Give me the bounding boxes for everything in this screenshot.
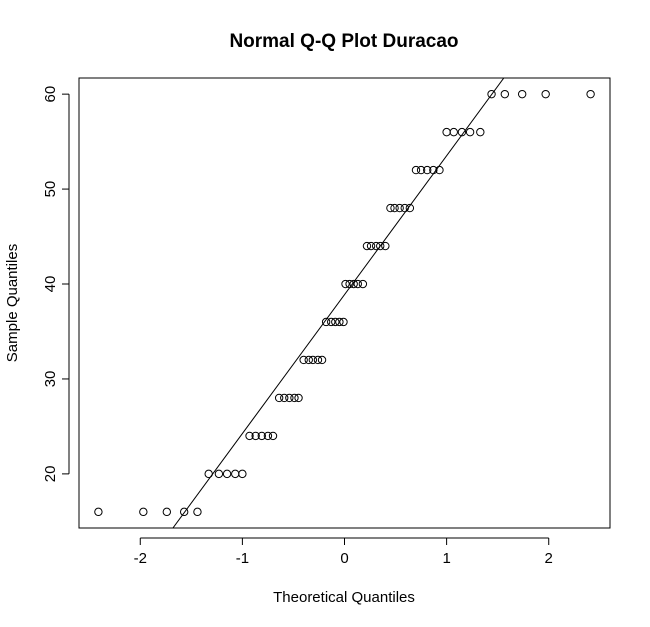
data-point bbox=[268, 431, 278, 441]
data-point bbox=[193, 507, 202, 517]
data-point bbox=[349, 279, 358, 289]
y-tick-label: 50 bbox=[42, 181, 59, 198]
data-point bbox=[214, 469, 224, 479]
data-point bbox=[139, 507, 148, 517]
data-point bbox=[280, 393, 289, 403]
data-point bbox=[335, 317, 344, 327]
y-tick-label: 60 bbox=[42, 86, 59, 103]
data-point bbox=[400, 203, 409, 213]
data-point bbox=[416, 165, 426, 175]
data-point bbox=[327, 317, 336, 327]
data-point bbox=[308, 355, 318, 365]
data-point bbox=[204, 469, 213, 479]
data-point bbox=[487, 89, 496, 99]
chart-title: Normal Q-Q Plot Duracao bbox=[229, 31, 458, 52]
x-axis: -2 -1 0 1 2 bbox=[134, 537, 553, 567]
data-point bbox=[442, 127, 451, 137]
y-axis-label: Sample Quantiles bbox=[4, 244, 21, 362]
data-point bbox=[222, 469, 232, 479]
data-point bbox=[390, 203, 399, 213]
data-point bbox=[257, 431, 266, 441]
plot-area bbox=[94, 78, 595, 528]
data-point bbox=[341, 279, 350, 289]
reference-line bbox=[172, 78, 505, 528]
x-tick-label: -1 bbox=[236, 550, 249, 567]
data-point bbox=[321, 317, 331, 327]
data-point bbox=[162, 507, 172, 517]
data-point bbox=[411, 165, 421, 175]
data-point bbox=[457, 127, 467, 137]
data-point bbox=[94, 507, 103, 517]
plot-frame bbox=[78, 77, 611, 529]
data-point bbox=[238, 469, 247, 479]
data-point bbox=[366, 241, 376, 251]
data-point bbox=[465, 127, 475, 137]
data-point bbox=[345, 279, 354, 289]
data-point bbox=[231, 469, 240, 479]
data-point bbox=[179, 507, 189, 517]
x-tick-label: 2 bbox=[545, 550, 553, 567]
data-point bbox=[405, 203, 415, 213]
y-axis: 20 30 40 50 60 bbox=[42, 86, 70, 483]
data-point bbox=[263, 431, 273, 441]
data-point bbox=[386, 203, 395, 213]
data-point bbox=[376, 241, 385, 251]
data-point bbox=[541, 89, 550, 99]
x-axis-label: Theoretical Quantiles bbox=[273, 589, 415, 606]
data-point bbox=[476, 127, 485, 137]
data-point bbox=[423, 165, 432, 175]
data-point bbox=[251, 431, 260, 441]
data-point bbox=[517, 89, 527, 99]
x-tick-label: 1 bbox=[442, 550, 450, 567]
data-point bbox=[381, 241, 390, 251]
data-point bbox=[331, 317, 340, 327]
data-point bbox=[339, 317, 348, 327]
data-point bbox=[245, 431, 254, 441]
data-point bbox=[358, 279, 368, 289]
y-tick-label: 30 bbox=[42, 371, 59, 388]
data-point bbox=[353, 279, 362, 289]
data-point bbox=[395, 203, 404, 213]
data-point bbox=[435, 165, 444, 175]
data-point bbox=[285, 393, 294, 403]
y-tick-label: 20 bbox=[42, 466, 59, 483]
data-point bbox=[313, 355, 323, 365]
y-tick-label: 40 bbox=[42, 276, 59, 293]
data-point bbox=[317, 355, 327, 365]
x-tick-label: 0 bbox=[340, 550, 348, 567]
data-point bbox=[294, 393, 303, 403]
data-point bbox=[362, 241, 372, 251]
data-point bbox=[274, 393, 284, 403]
data-point bbox=[429, 165, 438, 175]
data-point bbox=[299, 355, 308, 365]
data-point bbox=[290, 393, 299, 403]
data-point bbox=[586, 89, 595, 99]
data-point bbox=[500, 89, 510, 99]
data-point bbox=[371, 241, 381, 251]
x-tick-label: -2 bbox=[134, 550, 147, 567]
data-point bbox=[449, 127, 458, 137]
data-point bbox=[304, 355, 313, 365]
